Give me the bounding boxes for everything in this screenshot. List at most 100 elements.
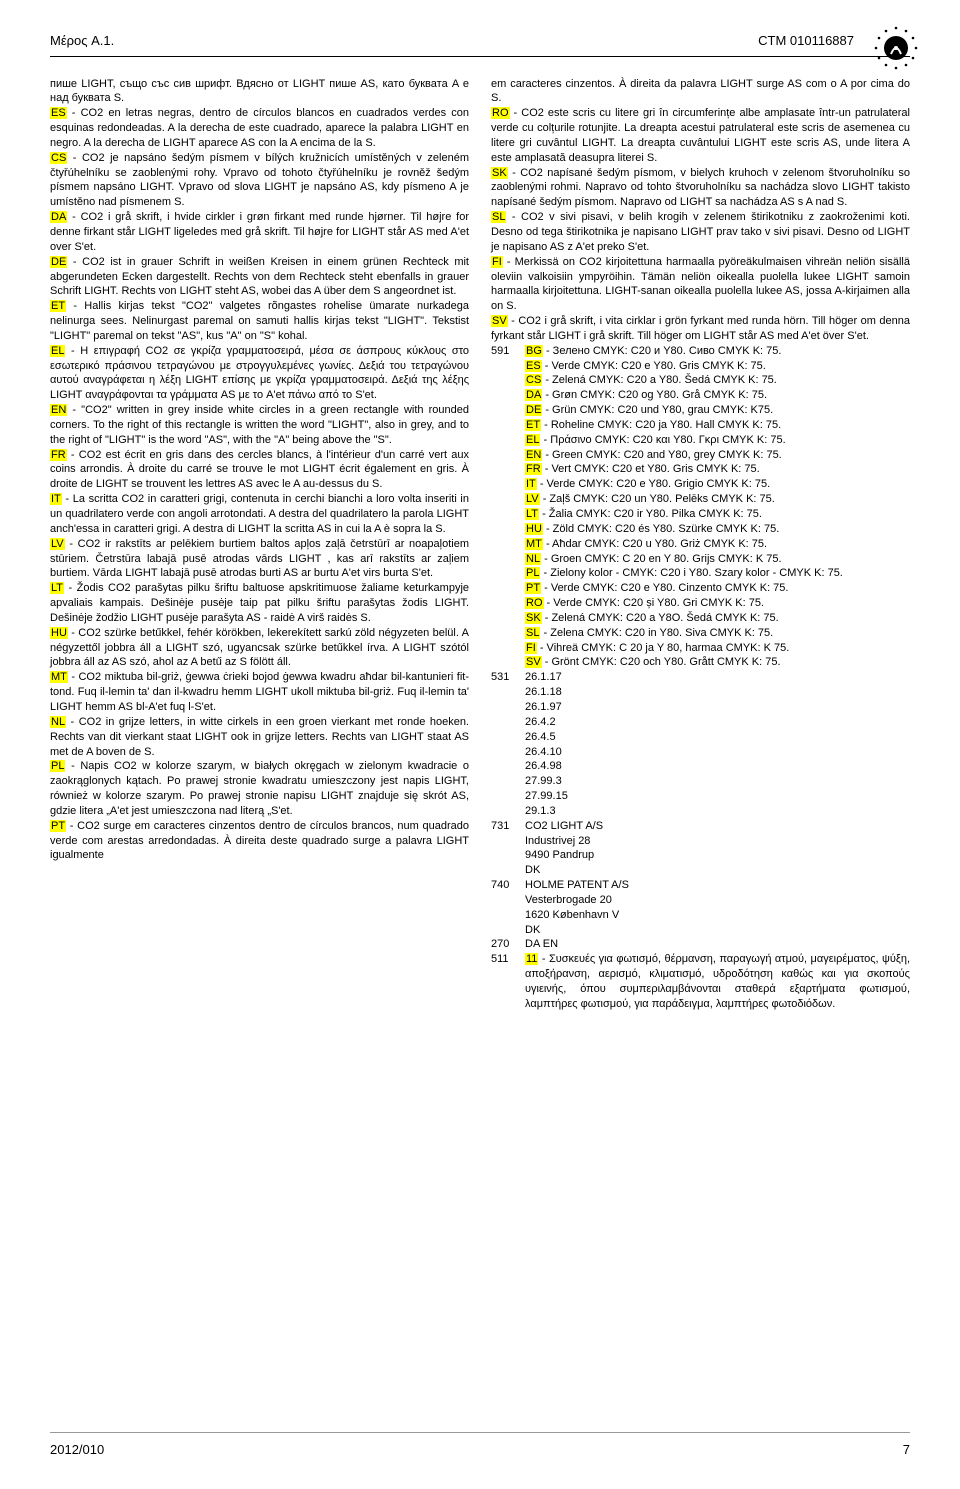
lang-text: - CO2 miktuba bil-griż, ġewwa ċrieki boj… [50, 671, 469, 713]
representative-line: HOLME PATENT A/S [525, 878, 910, 893]
color-line: LT - Žalia CMYK: C20 ir Y80. Pilka CMYK … [525, 507, 910, 522]
lang-text: - CO2 i grå skrift, i hvide cirkler i gr… [50, 211, 469, 253]
lang-code: EN [525, 449, 542, 461]
lang-code: HU [50, 627, 68, 639]
lang-text: - "CO2" written in grey inside white cir… [50, 404, 469, 446]
lang-text: - CO2 szürke betűkkel, fehér körökben, l… [50, 627, 469, 669]
color-line: RO - Verde CMYK: C20 și Y80. Gri CMYK K:… [525, 596, 910, 611]
lang-text: - CO2 je napsáno šedým písmem v bílých k… [50, 152, 469, 209]
field-entry: 53126.1.1726.1.1826.1.9726.4.226.4.526.4… [491, 670, 910, 818]
color-line: ES - Verde CMYK: C20 e Y80. Gris CMYK K:… [525, 359, 910, 374]
color-text: - Zöld CMYK: C20 és Y80. Szürke CMYK K: … [543, 523, 779, 535]
lang-entry: EL - Η επιγραφή CO2 σε γκρίζα γραμματοσε… [50, 344, 469, 403]
lang-text: - CO2 in grijze letters, in witte cirkel… [50, 716, 469, 758]
lang-entry: RO - CO2 este scris cu litere gri în cir… [491, 106, 910, 165]
vienna-code: 26.1.18 [525, 685, 910, 700]
lang-code: SK [491, 167, 508, 179]
lang-code: LT [50, 582, 64, 594]
color-line: SK - Zelená CMYK: C20 a Y8O. Šedá CMYK K… [525, 611, 910, 626]
lang-entry: PL - Napis CO2 w kolorze szarym, w biały… [50, 759, 469, 818]
lang-code: BG [525, 345, 543, 357]
color-line: EL - Πράσινο CMYK: C20 και Y80. Γκρι CMY… [525, 433, 910, 448]
vienna-code: 26.1.17 [525, 670, 910, 685]
class-text: - Συσκευές για φωτισμό, θέρμανση, παραγω… [525, 953, 910, 1010]
field-code: 731 [491, 819, 525, 834]
vienna-code: 27.99.15 [525, 789, 910, 804]
lang-code: CS [50, 152, 67, 164]
class-number: 11 [525, 953, 538, 965]
lang-entry: FI - Merkissä on CO2 kirjoitettuna harma… [491, 255, 910, 314]
lang-code: FR [50, 449, 67, 461]
intro-text: пише LIGHT, също със сив шрифт. Вдясно о… [50, 77, 469, 107]
field-body: HOLME PATENT A/SVesterbrogade 201620 Køb… [525, 878, 910, 937]
lang-entry: SK - CO2 napísané šedým písmom, v bielyc… [491, 166, 910, 211]
color-text: - Aħdar CMYK: C20 u Y80. Griż CMYK K: 75… [543, 538, 767, 550]
lang-text: - CO2 ist in grauer Schrift in weißen Kr… [50, 256, 469, 298]
field-body: BG - Зелено CMYK: C20 и Y80. Сиво CMYK K… [525, 344, 910, 671]
lang-code: IT [50, 493, 62, 505]
color-text: - Verde CMYK: C20 e Y80. Cinzento CMYK K… [541, 582, 788, 594]
lang-text: - CO2 est écrit en gris dans des cercles… [50, 449, 469, 491]
lang-code: NL [525, 553, 541, 565]
color-text: - Roheline CMYK: C20 ja Y80. Hall CMYK K… [541, 419, 781, 431]
color-line: DE - Grün CMYK: C20 und Y80, grau CMYK: … [525, 403, 910, 418]
field-body: 11 - Συσκευές για φωτισμό, θέρμανση, παρ… [525, 952, 910, 1011]
lang-code: EL [50, 345, 65, 357]
lang-entry: DA - CO2 i grå skrift, i hvide cirkler i… [50, 210, 469, 255]
field-body: DA EN [525, 937, 910, 952]
color-line: HU - Zöld CMYK: C20 és Y80. Szürke CMYK … [525, 522, 910, 537]
color-line: SL - Zelena CMYK: C20 in Y80. Siva CMYK … [525, 626, 910, 641]
applicant-line: CO2 LIGHT A/S [525, 819, 910, 834]
field-code: 740 [491, 878, 525, 893]
color-text: - Grøn CMYK: C20 og Y80. Grå CMYK K: 75. [542, 389, 767, 401]
lang-text: - CO2 ir rakstīts ar pelēkiem burtiem ba… [50, 538, 469, 580]
color-line: LV - Zaļš CMYK: C20 un Y80. Pelēks CMYK … [525, 492, 910, 507]
lang-entry: DE - CO2 ist in grauer Schrift in weißen… [50, 255, 469, 300]
color-text: - Zelena CMYK: C20 in Y80. Siva CMYK K: … [540, 627, 773, 639]
lang-code: SK [525, 612, 542, 624]
lang-entry: ES - CO2 en letras negras, dentro de cír… [50, 106, 469, 151]
lang-entry: IT - La scritta CO2 in caratteri grigi, … [50, 492, 469, 537]
color-text: - Zelená CMYK: C20 a Y80. Šedá CMYK K: 7… [542, 374, 777, 386]
lang-entry: EN - "CO2" written in grey inside white … [50, 403, 469, 448]
color-text: - Žalia CMYK: C20 ir Y80. Pilka CMYK K: … [539, 508, 762, 520]
lang-text: - CO2 napísané šedým písmom, v bielych k… [491, 167, 910, 209]
vienna-code: 26.4.2 [525, 715, 910, 730]
lang-entry: CS - CO2 je napsáno šedým písmem v bílýc… [50, 151, 469, 210]
color-text: - Grönt CMYK: C20 och Y80. Grått CMYK K:… [542, 656, 781, 668]
lang-code: SL [491, 211, 506, 223]
lang-code: PT [525, 582, 541, 594]
color-text: - Verde CMYK: C20 și Y80. Gri CMYK K: 75… [544, 597, 765, 609]
lang-code: HU [525, 523, 543, 535]
field-entry: 731CO2 LIGHT A/SIndustrivej 289490 Pandr… [491, 819, 910, 878]
field-code: 591 [491, 344, 525, 359]
applicant-line: DK [525, 863, 910, 878]
footer-right: 7 [903, 1441, 910, 1459]
color-line: CS - Zelená CMYK: C20 a Y80. Šedá CMYK K… [525, 373, 910, 388]
vienna-code: 26.1.97 [525, 700, 910, 715]
lang-code: PT [50, 820, 66, 832]
vienna-code: 26.4.98 [525, 759, 910, 774]
lang-entry: ET - Hallis kirjas tekst "CO2" valgetes … [50, 299, 469, 344]
lang-text: - Η επιγραφή CO2 σε γκρίζα γραμματοσειρά… [50, 345, 469, 402]
color-text: - Verde CMYK: C20 e Y80. Grigio CMYK K: … [537, 478, 770, 490]
color-line: DA - Grøn CMYK: C20 og Y80. Grå CMYK K: … [525, 388, 910, 403]
color-line: ET - Roheline CMYK: C20 ja Y80. Hall CMY… [525, 418, 910, 433]
lang-code: EL [525, 434, 540, 446]
color-line: IT - Verde CMYK: C20 e Y80. Grigio CMYK … [525, 477, 910, 492]
color-text: - Verde CMYK: C20 e Y80. Gris CMYK K: 75… [542, 360, 766, 372]
lang-code: SL [525, 627, 540, 639]
color-line: MT - Aħdar CMYK: C20 u Y80. Griż CMYK K:… [525, 537, 910, 552]
lang-entry: FR - CO2 est écrit en gris dans des cerc… [50, 448, 469, 493]
lang-text: - CO2 v sivi pisavi, v belih krogih v ze… [491, 211, 910, 253]
color-text: - Πράσινο CMYK: C20 και Y80. Γκρι CMYK K… [540, 434, 785, 446]
color-line: PL - Zielony kolor - CMYK: C20 i Y80. Sz… [525, 566, 910, 581]
color-line: EN - Green CMYK: C20 and Y80, grey CMYK … [525, 448, 910, 463]
lang-code: DA [525, 389, 542, 401]
lang-code: MT [50, 671, 68, 683]
representative-line: DK [525, 923, 910, 938]
lang-entry: MT - CO2 miktuba bil-griż, ġewwa ċrieki … [50, 670, 469, 715]
lang-code: EN [50, 404, 67, 416]
lang-code: LT [525, 508, 539, 520]
lang-text: - Žodis CO2 parašytas pilku šriftu baltu… [50, 582, 469, 624]
